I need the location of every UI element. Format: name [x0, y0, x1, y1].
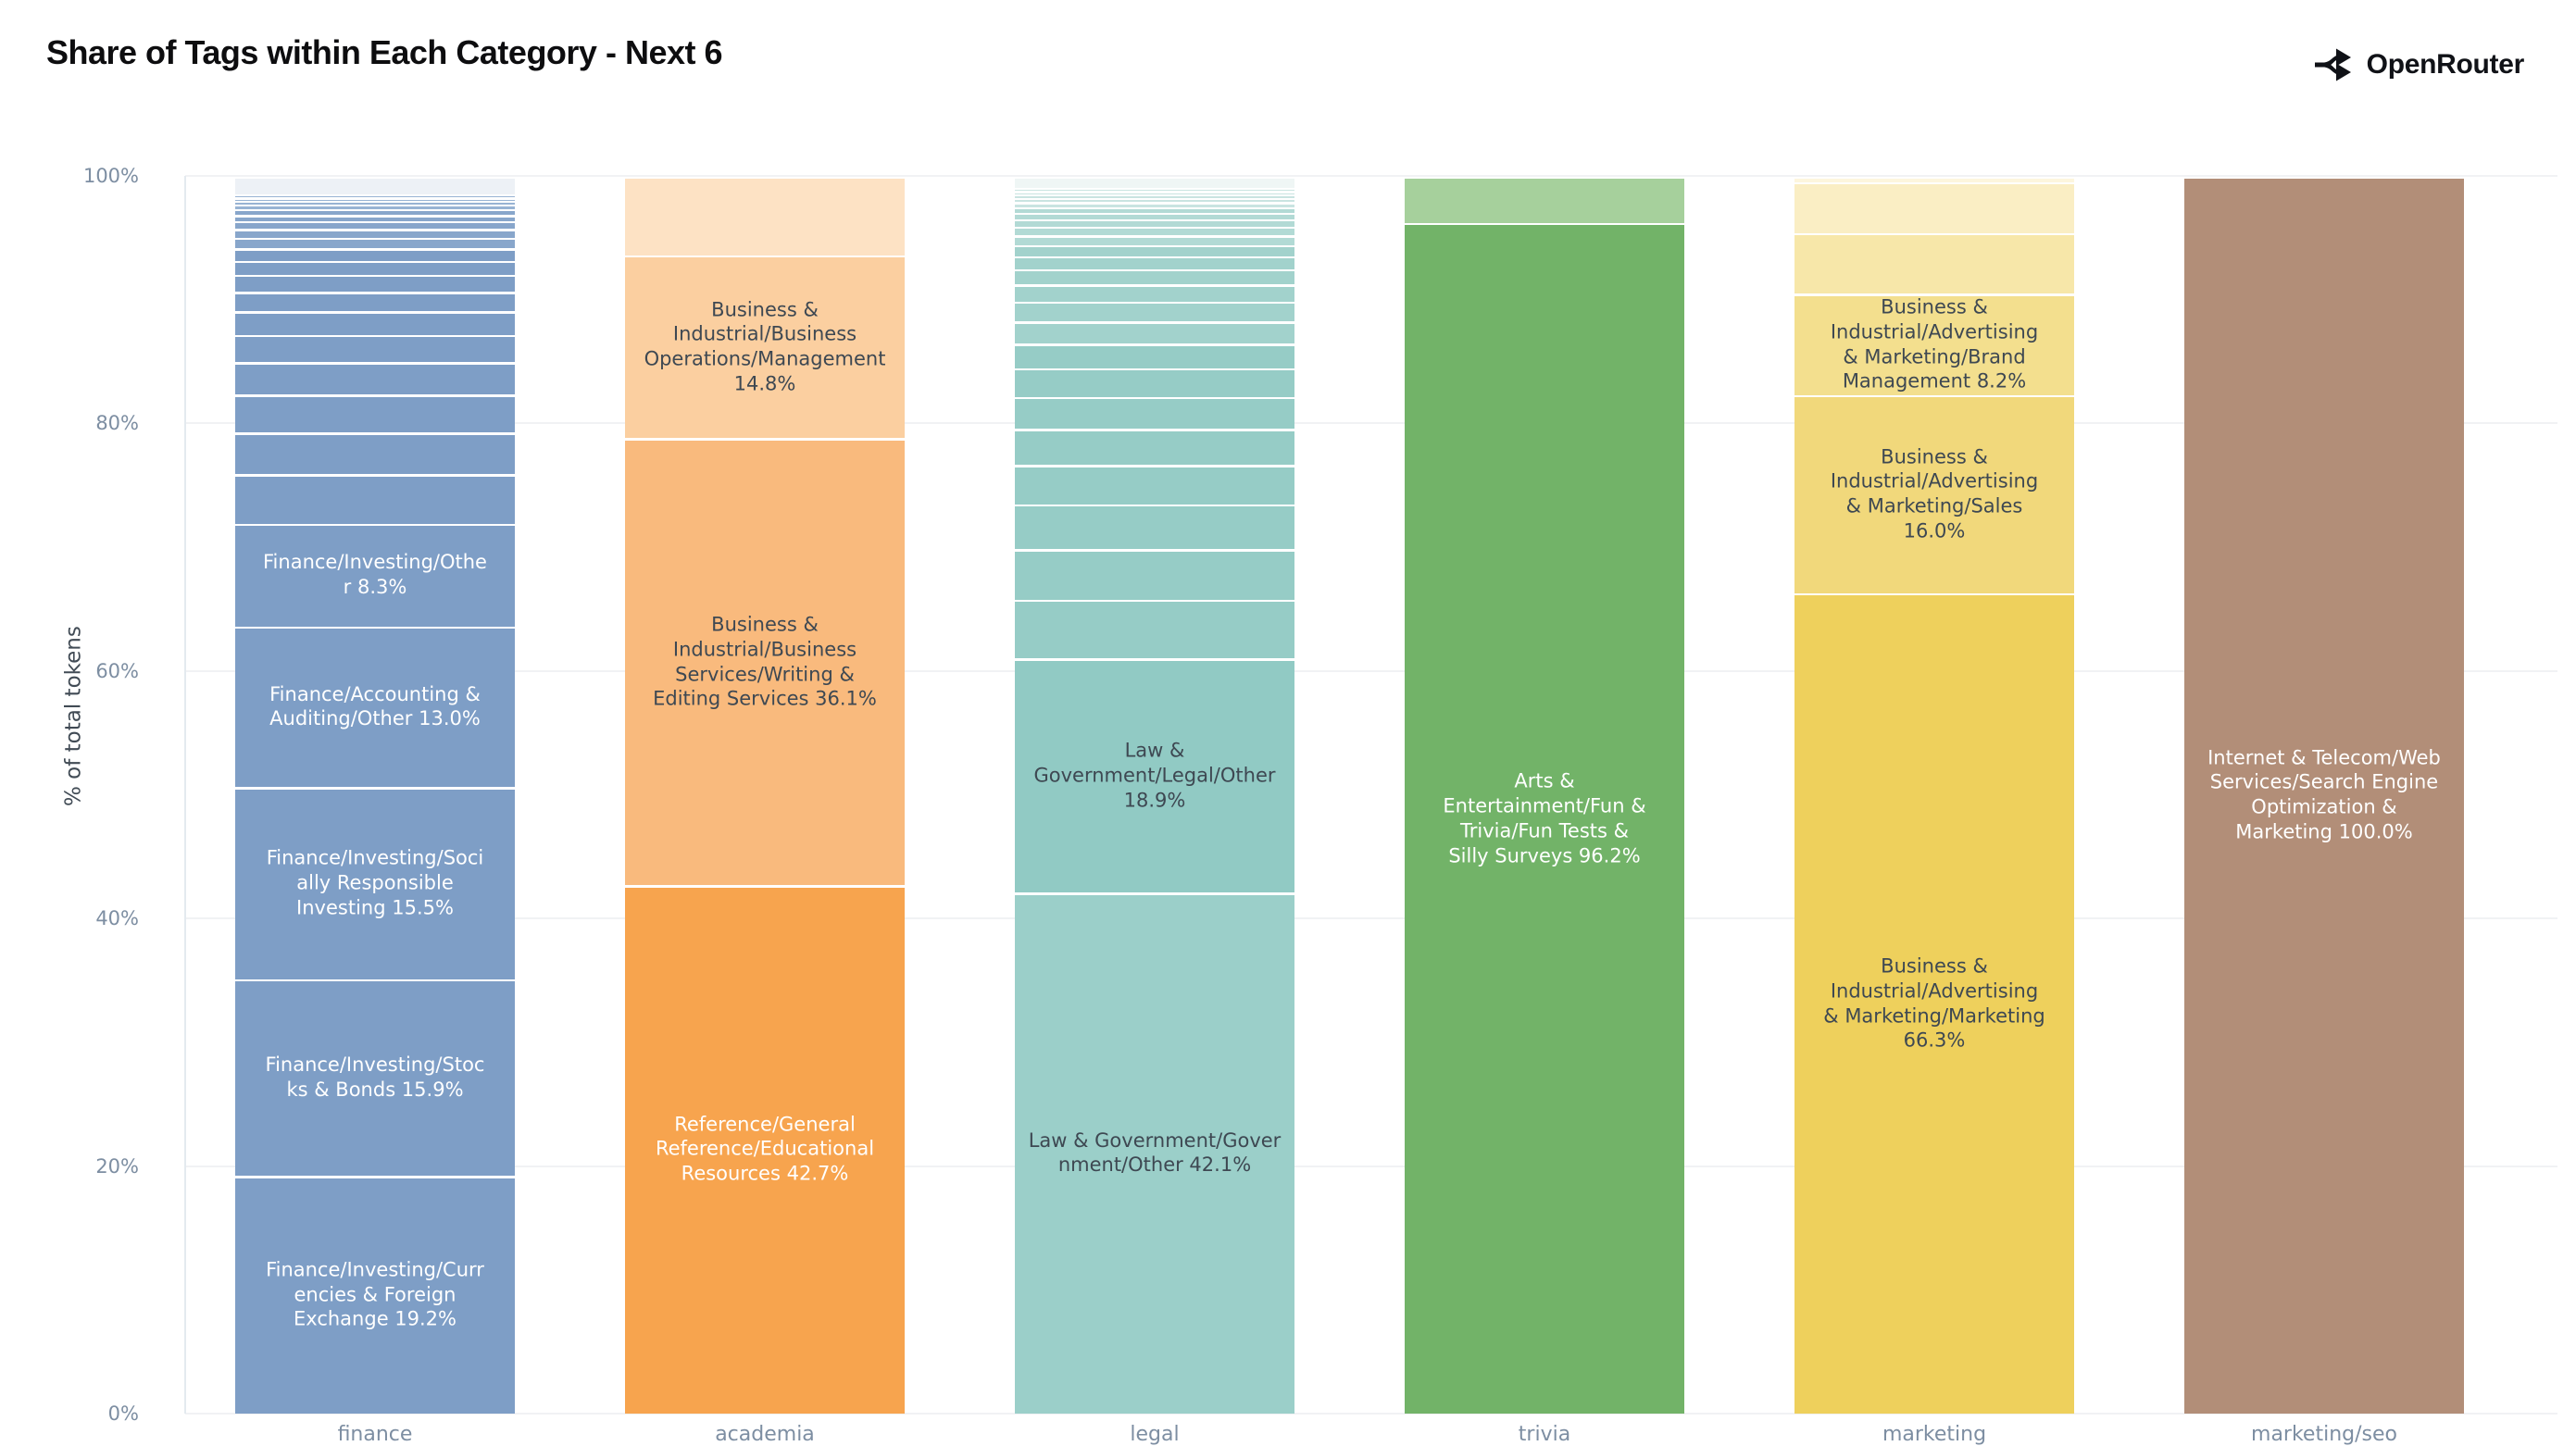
y-tick-label: 100% — [82, 165, 139, 187]
x-axis-label-finance: finance — [337, 1423, 413, 1446]
bar-segment[interactable] — [1015, 467, 1294, 505]
bar-trivia — [1405, 176, 1684, 1414]
bar-segment[interactable] — [1015, 894, 1294, 1414]
openrouter-logo-text: OpenRouter — [2366, 49, 2525, 80]
bar-segment[interactable] — [1015, 229, 1294, 236]
y-tick-label: 80% — [95, 412, 139, 435]
bar-academia — [625, 176, 905, 1414]
bar-marketing — [1794, 176, 2074, 1414]
bar-segment[interactable] — [235, 526, 515, 627]
gridline — [185, 175, 2557, 177]
bar-segment[interactable] — [235, 240, 515, 249]
bar-segment[interactable] — [1015, 323, 1294, 344]
bar-segment[interactable] — [1015, 204, 1294, 207]
y-tick-label: 20% — [95, 1154, 139, 1178]
bar-segment[interactable] — [1015, 430, 1294, 466]
bar-segment[interactable] — [235, 203, 515, 205]
bar-segment[interactable] — [235, 231, 515, 238]
y-tick-label: 60% — [95, 659, 139, 682]
bar-segment[interactable] — [1015, 551, 1294, 600]
bar-segment[interactable] — [1405, 178, 1684, 223]
gridline — [185, 1413, 2557, 1415]
bar-segment[interactable] — [235, 476, 515, 524]
gridline — [185, 422, 2557, 425]
bar-segment[interactable] — [1015, 506, 1294, 550]
bar-segment[interactable] — [235, 223, 515, 230]
bar-segment[interactable] — [1015, 370, 1294, 397]
bar-segment[interactable] — [235, 364, 515, 394]
bar-marketing/seo — [2184, 176, 2464, 1414]
bar-segment[interactable] — [1015, 221, 1294, 227]
bar-segment[interactable] — [235, 396, 515, 433]
bar-segment[interactable] — [235, 199, 515, 201]
bar-segment[interactable] — [1015, 178, 1294, 189]
bar-segment[interactable] — [625, 178, 905, 256]
bar-segment[interactable] — [1794, 184, 2074, 233]
bar-segment[interactable] — [1794, 595, 2074, 1414]
bar-segment[interactable] — [1015, 304, 1294, 322]
x-axis-label-legal: legal — [1130, 1423, 1180, 1446]
bar-segment[interactable] — [235, 250, 515, 261]
bar-finance — [235, 176, 515, 1414]
y-axis-line — [184, 176, 186, 1414]
openrouter-logo[interactable]: OpenRouter — [2313, 44, 2524, 85]
bar-segment[interactable] — [1794, 397, 2074, 593]
openrouter-icon — [2313, 44, 2354, 85]
bar-segment[interactable] — [235, 629, 515, 788]
x-axis-label-trivia: trivia — [1518, 1423, 1571, 1446]
bar-segment[interactable] — [235, 313, 515, 335]
x-axis-label-marketing: marketing — [1882, 1423, 1987, 1446]
bar-segment[interactable] — [1015, 237, 1294, 245]
bar-segment[interactable] — [1015, 247, 1294, 256]
bar-segment[interactable] — [235, 1178, 515, 1414]
bar-segment[interactable] — [235, 206, 515, 209]
bar-segment[interactable] — [1015, 190, 1294, 192]
bar-segment[interactable] — [1015, 215, 1294, 219]
bar-segment[interactable] — [1015, 345, 1294, 368]
bar-segment[interactable] — [235, 196, 515, 197]
bar-segment[interactable] — [1405, 225, 1684, 1414]
bar-segment[interactable] — [1794, 235, 2074, 294]
bar-segment[interactable] — [1015, 193, 1294, 194]
bar-segment[interactable] — [1794, 295, 2074, 395]
bar-segment[interactable] — [235, 337, 515, 363]
bar-segment[interactable] — [235, 211, 515, 215]
bar-segment[interactable] — [1015, 399, 1294, 430]
bar-segment[interactable] — [235, 981, 515, 1177]
bar-segment[interactable] — [1794, 178, 2074, 182]
bar-segment[interactable] — [625, 887, 905, 1414]
x-axis-label-academia: academia — [715, 1423, 815, 1446]
bar-segment[interactable] — [235, 277, 515, 293]
gridline — [185, 917, 2557, 920]
y-tick-label: 0% — [107, 1402, 139, 1425]
bar-segment[interactable] — [235, 217, 515, 221]
bar-segment[interactable] — [1015, 209, 1294, 213]
bar-segment[interactable] — [235, 434, 515, 475]
page-title: Share of Tags within Each Category - Nex… — [46, 33, 723, 71]
bar-segment[interactable] — [625, 257, 905, 439]
bar-segment[interactable] — [1015, 660, 1294, 893]
bar-legal — [1015, 176, 1294, 1414]
gridline — [185, 1165, 2557, 1167]
bar-segment[interactable] — [235, 293, 515, 312]
bar-segment[interactable] — [235, 178, 515, 195]
bar-segment[interactable] — [1015, 602, 1294, 659]
bar-segment[interactable] — [625, 440, 905, 886]
bar-segment[interactable] — [1015, 200, 1294, 203]
x-axis-label-marketing/seo: marketing/seo — [2251, 1423, 2397, 1446]
gridline — [185, 669, 2557, 672]
bar-segment[interactable] — [235, 789, 515, 979]
bar-segment[interactable] — [1015, 196, 1294, 198]
y-axis-title: % of total tokens — [61, 626, 86, 806]
bar-segment[interactable] — [1015, 258, 1294, 269]
bar-segment[interactable] — [235, 263, 515, 275]
bar-segment[interactable] — [1015, 286, 1294, 302]
bar-segment[interactable] — [1015, 271, 1294, 284]
y-tick-label: 40% — [95, 907, 139, 930]
bar-segment[interactable] — [2184, 178, 2464, 1414]
